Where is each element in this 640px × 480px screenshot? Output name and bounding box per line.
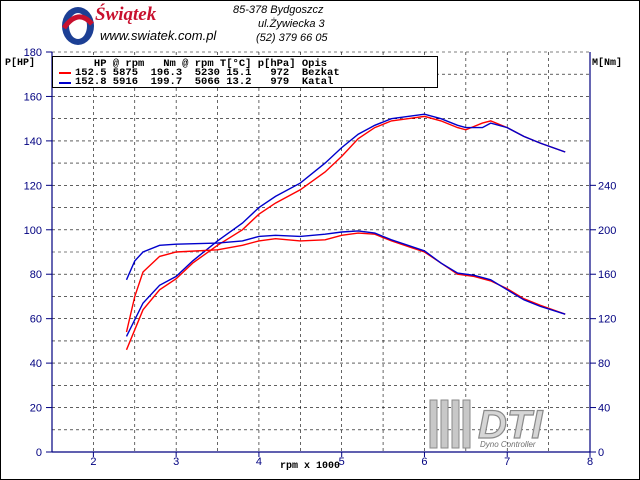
y-right-tick-label: 120 <box>598 314 616 326</box>
y-axis-right-label: M[Nm] <box>592 58 623 69</box>
x-tick-label: 3 <box>173 456 179 468</box>
y-left-tick-label: 100 <box>24 225 42 237</box>
y-left-tick-label: 0 <box>36 447 42 459</box>
y-left-tick-label: 120 <box>24 180 42 192</box>
x-tick-label: 2 <box>90 456 96 468</box>
y-right-tick-label: 0 <box>598 447 604 459</box>
watermark-bar-icon <box>451 399 460 449</box>
y-left-tick-label: 180 <box>24 47 42 59</box>
legend-swatch-red <box>59 72 71 74</box>
x-tick-label: 8 <box>587 456 593 468</box>
y-right-tick-label: 200 <box>598 225 616 237</box>
y-left-tick-label: 140 <box>24 136 42 148</box>
y-left-tick-label: 40 <box>30 358 42 370</box>
x-tick-label: 6 <box>421 456 427 468</box>
x-tick-label: 7 <box>504 456 510 468</box>
legend-swatch-blue <box>59 82 71 84</box>
address-line-1: 85-378 Bydgoszcz <box>233 4 324 16</box>
series-line-katal-torque <box>125 230 566 315</box>
y-right-tick-label: 40 <box>598 403 610 415</box>
series-line-bezkat-torque <box>125 232 566 333</box>
y-right-tick-label: 80 <box>598 358 610 370</box>
y-left-tick-label: 60 <box>30 314 42 326</box>
y-axis-left-label: P[HP] <box>5 58 36 69</box>
website-url: www.swiatek.com.pl <box>100 28 217 43</box>
y-right-tick-label: 240 <box>598 180 616 192</box>
legend-header: HP @ rpm Nm @ rpm T[°C] p[hPa] Opis <box>75 58 328 70</box>
legend-row-bezkat: 152.5 5875 196.3 5230 15.1 972 Bezkat <box>75 67 340 79</box>
series-line-bezkat-power <box>125 115 566 351</box>
x-tick-label: 5 <box>339 456 345 468</box>
brand-logo-icon <box>61 7 94 45</box>
watermark-bar-icon <box>440 399 449 449</box>
watermark-subtitle: Dyno Controller <box>480 440 536 449</box>
brand-name: Świątek <box>95 4 157 25</box>
y-left-tick-label: 160 <box>24 91 42 103</box>
legend: HP @ rpm Nm @ rpm T[°C] p[hPa] Opis 152.… <box>52 56 438 88</box>
y-right-tick-label: 160 <box>598 269 616 281</box>
watermark-bar-icon <box>429 399 438 449</box>
watermark-title: DTI <box>478 403 543 447</box>
x-axis-label: rpm x 1000 <box>280 461 341 472</box>
x-tick-label: 4 <box>256 456 262 468</box>
series-line-katal-power <box>125 113 566 337</box>
y-left-tick-label: 20 <box>30 403 42 415</box>
watermark-bar-icon <box>462 399 471 449</box>
y-left-tick-label: 80 <box>30 269 42 281</box>
legend-row-katal: 152.8 5916 199.7 5066 13.2 979 Katal <box>75 76 334 88</box>
phone-number: (52) 379 66 05 <box>256 32 328 44</box>
address-line-2: ul.Żywiecka 3 <box>258 18 325 30</box>
